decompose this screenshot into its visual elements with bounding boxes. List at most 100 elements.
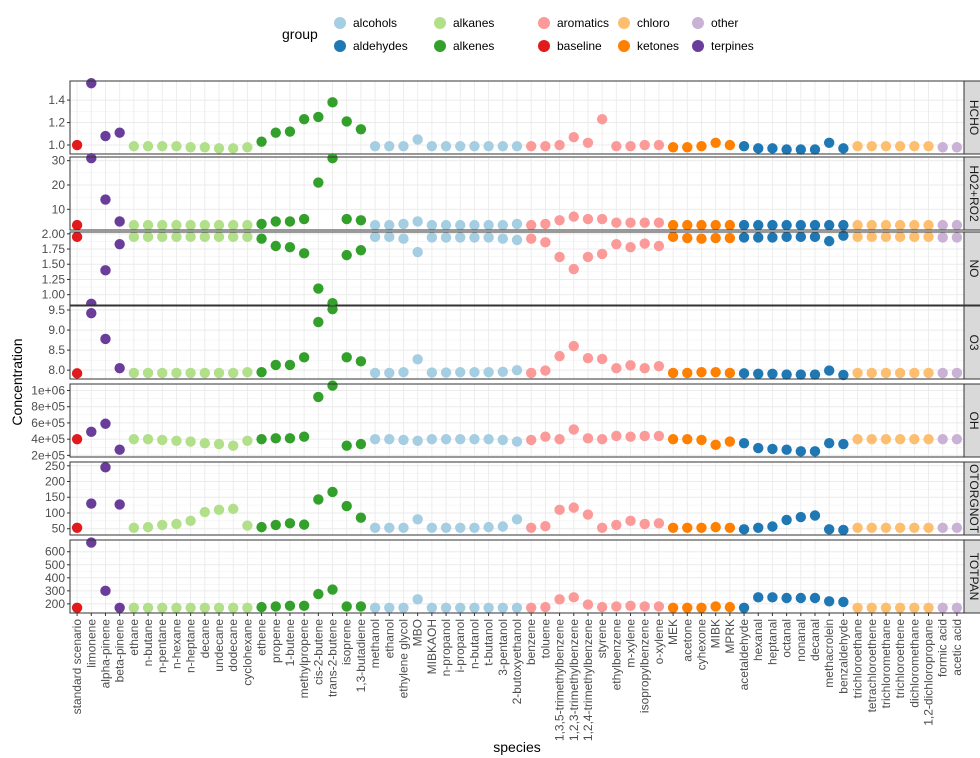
- legend-label-aldehydes: aldehydes: [353, 39, 408, 53]
- strip-label: OTORGNOT: [967, 464, 980, 534]
- x-tick-label: cis-2-butene: [311, 619, 325, 685]
- point-formic-acid: [937, 232, 948, 243]
- facet-panels: 1.01.21.4 HCHO102030HO2+RO21.001.251.501.…: [31, 78, 980, 614]
- point-1-2-4-trimethylbenzene: [582, 509, 594, 520]
- point-trichloroethene: [894, 522, 906, 533]
- x-tick-label: acetic acid: [950, 619, 964, 676]
- point-acetic-acid: [951, 232, 963, 243]
- point-decane: [199, 602, 211, 613]
- x-tick-label: methylpropene: [297, 619, 311, 699]
- point-nonanal: [795, 219, 807, 231]
- point-1-butene: [284, 242, 296, 253]
- point-1-3-butadiene: [355, 438, 367, 450]
- point-mibkaoh: [426, 232, 438, 243]
- point-n-butane: [142, 521, 154, 533]
- point-cyhexone: [696, 366, 707, 378]
- point-methacrolein: [823, 596, 835, 607]
- point-acetone: [682, 367, 693, 379]
- legend-title: group: [282, 26, 318, 42]
- point-mek: [667, 231, 679, 243]
- panel-OH: 2e+05 4e+05 6e+05 8e+05 1e+06 OH: [31, 380, 980, 462]
- point-t-butanol: [483, 433, 494, 445]
- point-undecane: [213, 504, 225, 516]
- point-undecane: [213, 367, 225, 379]
- point-ethylbenzene: [611, 601, 622, 612]
- point-3-pentanol: [497, 140, 509, 152]
- y-tick-label: 8.5: [48, 343, 65, 357]
- point-cyclohexane: [242, 602, 253, 613]
- point-heptanal: [767, 443, 778, 455]
- strip-box: [963, 539, 980, 614]
- y-tick-label: 2.00: [42, 227, 66, 241]
- point-trichloroethane: [852, 522, 863, 533]
- point-m-xylene: [625, 140, 636, 152]
- point-propene: [270, 519, 281, 531]
- y-tick-label: 500: [45, 558, 65, 572]
- point-isopropylbenzene: [639, 238, 650, 249]
- x-tick-label: trichloroethene: [893, 619, 907, 699]
- x-tick-label: n-butane: [141, 619, 155, 667]
- point-2-butoxyethanol: [511, 140, 523, 152]
- point-beta-pinene: [114, 362, 125, 374]
- point-trichloromethane: [880, 602, 892, 613]
- x-tick-label: tetrachloroethene: [865, 619, 879, 713]
- point-benzaldehyde: [838, 524, 849, 536]
- point-dichloromethane: [909, 367, 920, 379]
- point-isopropylbenzene: [639, 601, 650, 612]
- point-beta-pinene: [114, 127, 125, 138]
- point-1-3-butadiene: [355, 215, 367, 226]
- x-tick-label: 3-pentanol: [496, 619, 510, 676]
- point-hexanal: [753, 232, 764, 243]
- point-tetrachloroethene: [866, 433, 877, 445]
- x-tick-label: 1,3,5-trimethylbenzene: [553, 619, 567, 741]
- y-tick-label: 8.0: [48, 363, 65, 377]
- point-mbo: [412, 216, 423, 227]
- point-ethane: [128, 433, 140, 445]
- x-tick-label: 1,2-dichloropropane: [922, 619, 936, 726]
- point-methanol: [369, 231, 381, 243]
- point-mibkaoh: [426, 219, 438, 231]
- point-ethylene-glycol: [398, 218, 409, 230]
- point-i-propanol: [455, 433, 466, 445]
- point-mibk: [710, 439, 721, 451]
- point-1-butene: [284, 433, 296, 444]
- point-styrene: [596, 113, 608, 125]
- point-2-butoxyethanol: [511, 436, 523, 447]
- point-trichloromethane: [880, 433, 892, 445]
- point-nonanal: [795, 144, 807, 155]
- x-tick-label: MEK: [666, 619, 680, 645]
- y-tick-label: 1.2: [48, 116, 65, 130]
- point-octanal: [781, 219, 792, 231]
- point-beta-pinene: [114, 499, 125, 510]
- point-cyhexone: [696, 434, 707, 446]
- point-alpha-pinene: [100, 333, 111, 345]
- point-mek: [667, 219, 679, 231]
- y-axis-title: Concentration: [9, 338, 25, 425]
- point-isoprene: [341, 500, 352, 512]
- x-tick-label: n-heptane: [184, 619, 198, 673]
- x-tick-label: nonanal: [794, 619, 808, 662]
- point-1-2-4-trimethylbenzene: [582, 137, 594, 148]
- point-n-heptane: [185, 436, 196, 447]
- point-cis-2-butene: [313, 177, 324, 188]
- point-trichloroethane: [852, 231, 863, 243]
- x-tick-label: o-xylene: [652, 619, 666, 665]
- point-propene: [270, 216, 281, 227]
- point-acetaldehyde: [738, 438, 750, 449]
- point-dodecane: [227, 219, 239, 231]
- point-1-butene: [284, 359, 296, 371]
- point-1-2-3-trimethylbenzene: [568, 263, 579, 275]
- point-limonene: [86, 498, 97, 509]
- point-methanol: [369, 522, 381, 533]
- x-tick-label: ethylbenzene: [609, 619, 623, 691]
- point-1-2-dichloropropane: [923, 367, 934, 379]
- point-n-propanol: [440, 433, 452, 445]
- point-ethylene-glycol: [398, 522, 409, 533]
- x-tick-label: isopropylbenzene: [638, 619, 652, 713]
- point-2-butoxyethanol: [511, 514, 523, 525]
- point-trichloroethane: [852, 219, 863, 231]
- point-o-xylene: [653, 430, 665, 442]
- strip-label: TOTPAN: [967, 553, 980, 601]
- point-dodecane: [227, 602, 239, 613]
